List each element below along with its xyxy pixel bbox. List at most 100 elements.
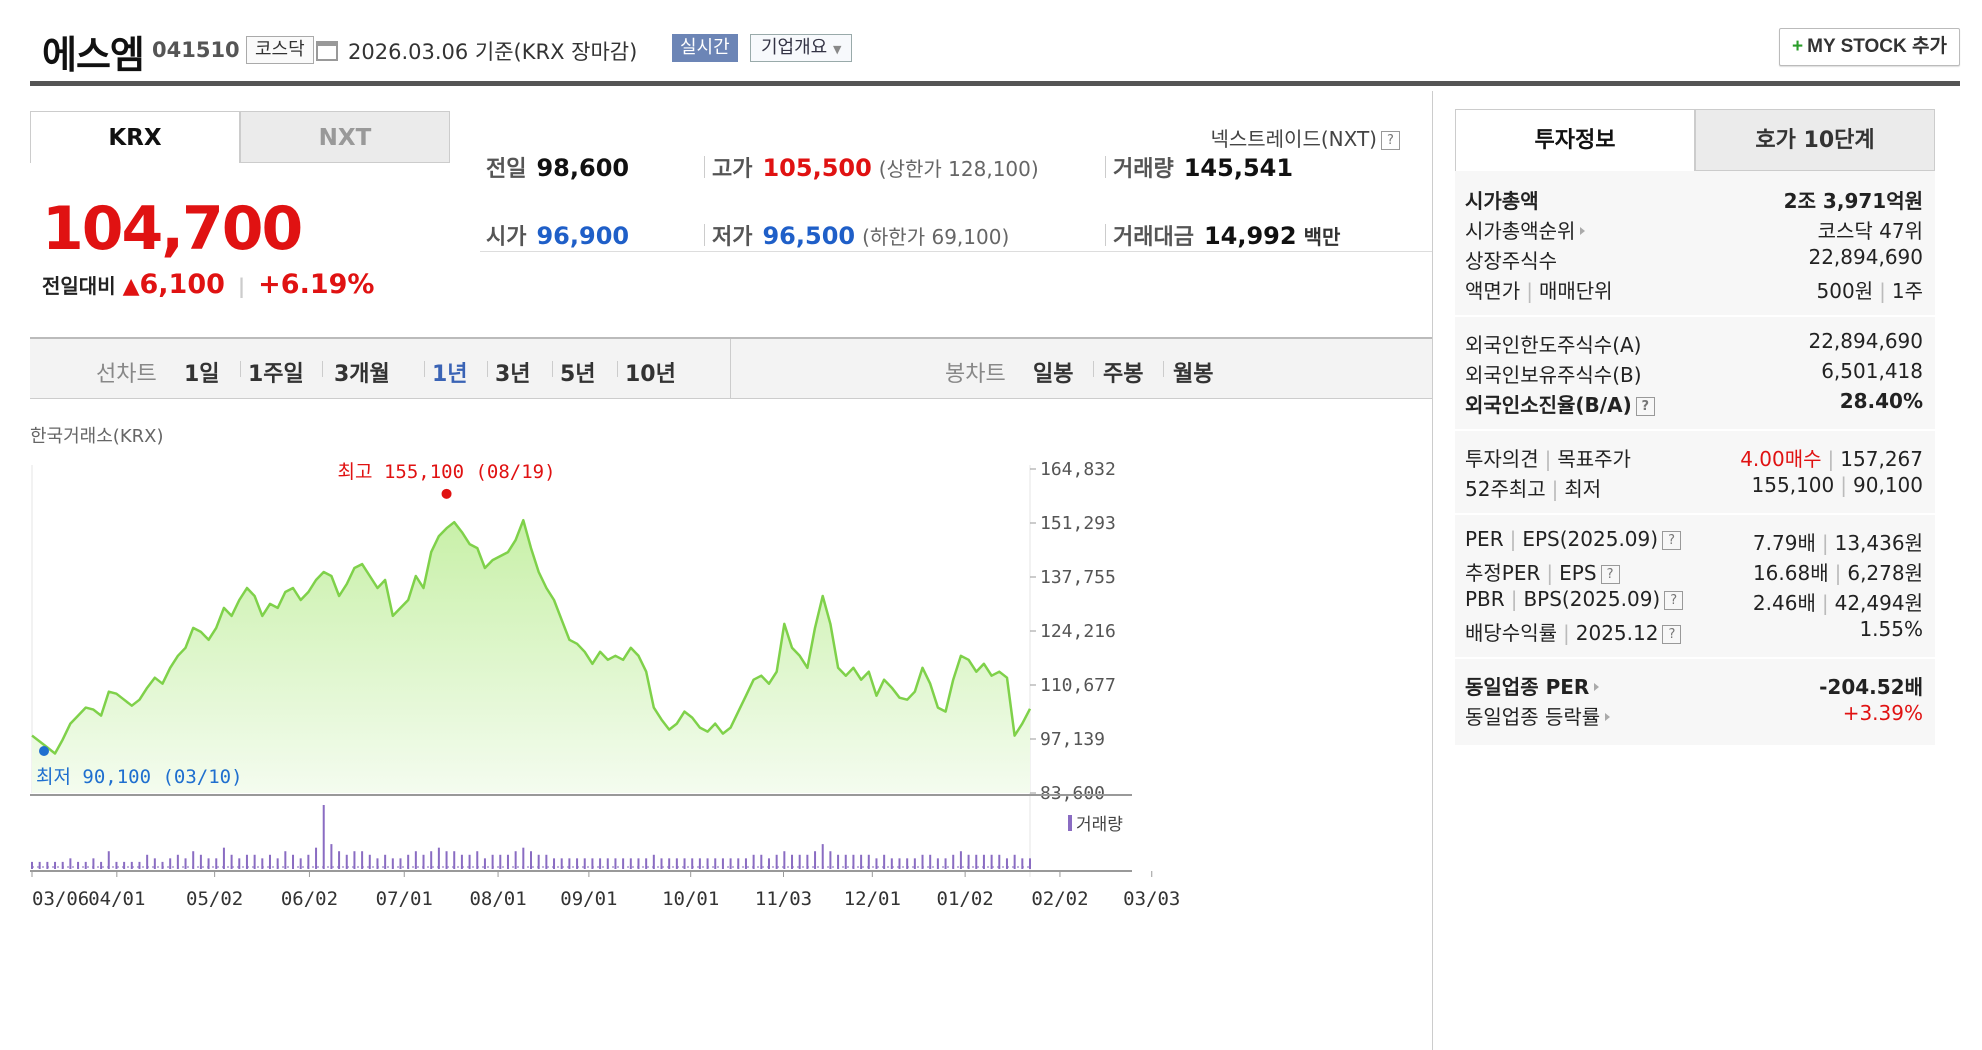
nxt-link[interactable]: 넥스트레이드(NXT)? [1210,123,1400,152]
help-icon[interactable]: ? [1381,131,1400,150]
high-label: 최고 155,100 (08/19) [338,461,556,483]
volume-bar [560,858,563,869]
volume-bar [867,854,870,869]
volume-bar [783,851,786,869]
volume-bar [752,854,755,869]
x-tick-label: 09/01 [560,888,617,910]
invest-row: 외국인보유주식수(B) 6,501,418 [1465,359,1923,389]
tab-order-book[interactable]: 호가 10단계 [1695,109,1935,171]
volume-bar [545,854,548,869]
plus-icon: + [1792,36,1804,57]
volume-bar [353,851,356,869]
volume-bar [599,858,602,869]
invest-row: 투자의견 | 목표주가 4.00매수 | 157,267 [1465,443,1923,473]
period-3y[interactable]: 3년 [495,362,531,387]
volume-bar [553,858,556,869]
volume-bar [384,854,387,869]
change-label: 전일대비 [42,274,116,298]
volume-bar [361,851,364,869]
volume-bar [407,854,410,869]
change-amount: 6,100 [139,269,225,300]
candle-monthly[interactable]: 월봉 [1173,362,1214,387]
volume-legend: 거래량 [1076,815,1123,835]
period-1y[interactable]: 1년 [432,362,468,387]
invest-row: 상장주식수 22,894,690 [1465,245,1923,275]
volume-bar [192,851,195,869]
price-change: 전일대비 ▲6,100 | +6.19% [42,269,375,300]
y-tick-label: 137,755 [1040,567,1116,588]
realtime-button[interactable]: 실시간 [672,34,738,62]
candle-weekly[interactable]: 주봉 [1103,362,1144,387]
invest-row[interactable]: 추정PER | EPS? 16.68배 | 6,278원 [1465,557,1923,587]
price-chart[interactable]: 164,832 151,293 137,755 124,216 110,677 97,13… [30,457,1432,1017]
x-tick-label: 12/01 [844,888,901,910]
period-5y[interactable]: 5년 [560,362,596,387]
volume-bar [399,858,402,869]
invest-row[interactable]: 동일업종 PER -204.52배 [1465,671,1923,701]
current-price: 104,700 [42,194,303,264]
company-overview-dropdown[interactable]: 기업개요 ▼ [750,34,853,62]
x-tick-label: 04/01 [88,888,145,910]
volume-bar [307,854,310,869]
invest-row[interactable]: 시가총액순위 코스닥 47위 [1465,215,1923,245]
period-1w[interactable]: 1주일 [248,362,304,387]
volume-bar [345,854,348,869]
volume-bar [1005,858,1008,869]
invest-row-value: 28.40% [1839,389,1923,413]
period-10y[interactable]: 10년 [625,362,676,387]
help-icon[interactable]: ? [1664,591,1684,610]
period-3m[interactable]: 3개월 [334,362,390,387]
line-chart-label: 선차트 [96,362,157,387]
invest-row[interactable]: 배당수익률 | 2025.12? 1.55% [1465,617,1923,647]
volume-bar [729,858,732,869]
invest-row-label: 외국인소진율(B/A)? [1465,389,1655,418]
volume-bar [890,858,893,869]
price-area [32,520,1030,793]
add-my-stock-button[interactable]: + MY STOCK 추가 [1779,28,1960,66]
tab-krx[interactable]: KRX [30,111,240,163]
invest-info-body: 시가총액 2조 3,971억원 시가총액순위 코스닥 47위 상장주식수 22,894,6… [1455,171,1935,745]
volume-bar [261,858,264,869]
invest-row[interactable]: PER | EPS(2025.09)? 7.79배 | 13,436원 [1465,527,1923,557]
tab-invest-info[interactable]: 투자정보 [1455,109,1695,171]
volume-bar [775,854,778,869]
candle-daily[interactable]: 일봉 [1033,362,1074,387]
help-icon[interactable]: ? [1662,625,1682,644]
volume-bar [921,854,924,869]
volume-bar [292,854,295,869]
invest-row-value: 7.79배 | 13,436원 [1752,531,1923,555]
volume-bar [107,851,110,869]
invest-row[interactable]: 외국인소진율(B/A)? 28.40% [1465,389,1923,419]
tab-nxt[interactable]: NXT [240,111,450,163]
invest-row-label: 추정PER | EPS? [1465,557,1620,586]
invest-row-label-2: EPS(2025.09) [1522,527,1659,551]
invest-row[interactable]: 동일업종 등락률 +3.39% [1465,701,1923,731]
volume-bar [31,861,33,869]
volume-bar [568,858,571,869]
volume-bar [46,861,49,869]
volume-bar [637,858,640,869]
help-icon[interactable]: ? [1635,397,1655,416]
invest-row-label-2: 목표주가 [1557,447,1631,471]
help-icon[interactable]: ? [1600,565,1620,584]
period-1d[interactable]: 1일 [184,362,220,387]
invest-row-label: 시가총액 [1465,189,1539,213]
volume-bar [652,854,655,869]
volume: 거래량 145,541 [1113,154,1294,182]
invest-row-value: 22,894,690 [1808,245,1923,269]
chart-period-bar: 선차트 1일 1주일 3개월 1년 3년 5년 10년 봉차트 일봉 주봉 월봉 [30,337,1432,399]
volume-bar [222,847,225,869]
invest-row-label: 상장주식수 [1465,249,1557,273]
volume-bar [422,854,425,869]
company-overview-label: 기업개요 [761,37,828,58]
volume-bar [829,851,832,869]
invest-row[interactable]: PBR | BPS(2025.09)? 2.46배 | 42,494원 [1465,587,1923,617]
volume-bar [706,858,709,869]
help-icon[interactable]: ? [1662,531,1682,550]
invest-row-value: 16.68배 | 6,278원 [1752,561,1923,585]
invest-row-value: -204.52배 [1819,675,1923,699]
volume-bar [675,858,678,869]
volume-bar [622,858,625,869]
volume-bar [998,854,1001,869]
volume-bar [499,854,502,869]
